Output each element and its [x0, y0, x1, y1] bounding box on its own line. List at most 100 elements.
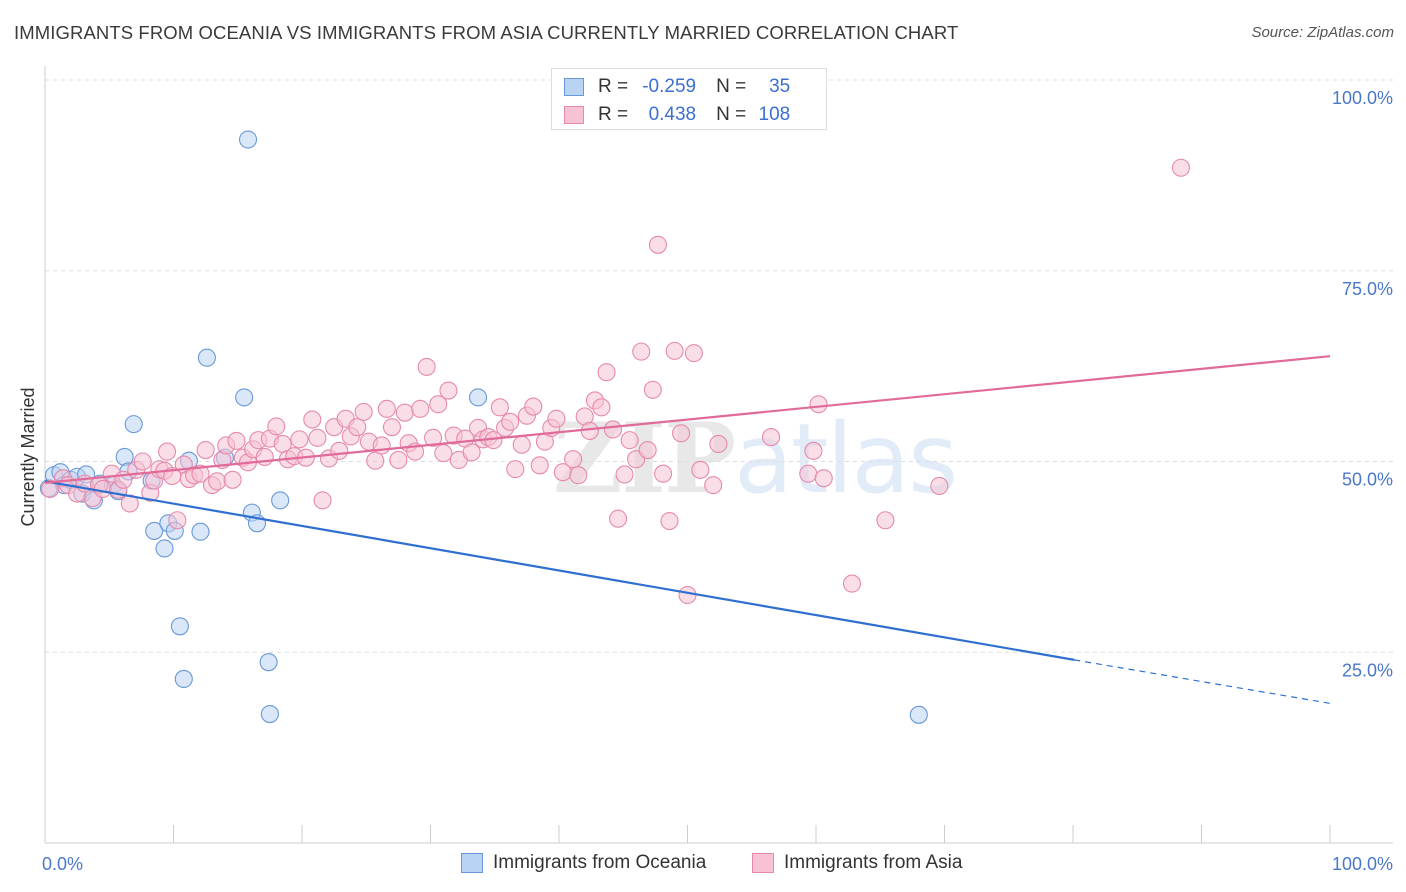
- oceania-r-value: -0.259: [642, 76, 697, 97]
- grid-lines: [45, 79, 1393, 653]
- asia-point: [580, 421, 599, 441]
- asia-point: [615, 465, 634, 484]
- asia-point: [603, 420, 623, 439]
- asia-point: [609, 509, 628, 528]
- axes: [44, 66, 1393, 844]
- asia-point: [41, 479, 60, 499]
- y-tick-label: 25.0%: [1342, 660, 1393, 680]
- asia-point: [814, 469, 833, 488]
- asia-point: [389, 450, 408, 470]
- r-label: R =: [598, 104, 629, 125]
- series-legend: Immigrants from Oceania Immigrants from …: [0, 852, 1406, 878]
- asia-point: [439, 381, 458, 400]
- oceania-point: [468, 388, 488, 407]
- watermark-atlas: atlas: [734, 403, 958, 515]
- oceania-point: [145, 521, 164, 540]
- oceania-point: [170, 617, 189, 636]
- asia-point: [704, 476, 723, 495]
- asia-point: [799, 464, 818, 483]
- asia-point: [530, 456, 549, 475]
- asia-point: [429, 395, 448, 414]
- asia-point: [648, 235, 667, 254]
- asia-point: [930, 476, 949, 495]
- trend-lines: [44, 355, 1331, 704]
- oceania-point: [271, 491, 290, 510]
- asia-point: [592, 398, 611, 417]
- asia-point: [691, 460, 710, 479]
- asia-point: [434, 444, 453, 463]
- asia-points: [41, 158, 1190, 605]
- x-tick-labels: 0.0% 100.0%: [42, 854, 1393, 874]
- asia-point: [761, 428, 781, 447]
- legend-row-oceania: R = -0.259 N = 35: [564, 74, 790, 100]
- asia-point: [191, 464, 210, 483]
- correlation-legend: R = -0.259 N = 35 R = 0.438 N = 108: [551, 68, 827, 130]
- oceania-trend-line: [44, 480, 1075, 661]
- oceania-point: [238, 130, 258, 149]
- asia-point: [564, 450, 583, 469]
- asia-point: [424, 428, 443, 447]
- oceania-point: [909, 705, 928, 724]
- asia-legend-label: Immigrants from Asia: [784, 852, 963, 873]
- r-label: R =: [598, 76, 629, 97]
- y-tick-label: 100.0%: [1332, 88, 1393, 108]
- n-label: N =: [716, 76, 747, 97]
- asia-point: [223, 470, 242, 489]
- asia-point: [620, 431, 639, 450]
- oceania-point: [235, 388, 254, 407]
- asia-point: [654, 464, 673, 483]
- oceania-trend-extension: [1074, 659, 1331, 704]
- asia-point: [462, 443, 481, 462]
- y-tick-label: 50.0%: [1342, 470, 1393, 490]
- asia-point: [672, 424, 691, 443]
- asia-point: [313, 491, 332, 510]
- legend-item-oceania[interactable]: Immigrants from Oceania: [461, 852, 706, 874]
- oceania-legend-label: Immigrants from Oceania: [493, 852, 707, 873]
- asia-point: [665, 341, 684, 360]
- oceania-point: [259, 653, 278, 672]
- asia-point: [382, 418, 402, 437]
- asia-point: [678, 585, 697, 605]
- asia-r-value: 0.438: [648, 104, 697, 125]
- asia-point: [842, 574, 862, 593]
- asia-point: [330, 441, 349, 460]
- x-tick-label: 0.0%: [42, 854, 83, 874]
- asia-point: [660, 511, 679, 531]
- asia-point: [196, 441, 215, 460]
- asia-trend-line: [44, 355, 1331, 484]
- asia-point: [267, 417, 286, 436]
- asia-point: [93, 479, 112, 499]
- asia-point: [569, 466, 588, 485]
- legend-item-asia[interactable]: Immigrants from Asia: [752, 852, 962, 874]
- asia-point: [547, 409, 566, 428]
- asia-point: [1171, 158, 1190, 177]
- asia-point: [638, 441, 657, 460]
- asia-point: [709, 434, 728, 454]
- asia-point: [208, 472, 227, 491]
- chart-title: IMMIGRANTS FROM OCEANIA VS IMMIGRANTS FR…: [14, 22, 959, 43]
- asia-point: [632, 342, 651, 361]
- y-tick-labels: 100.0% 75.0% 50.0% 25.0%: [1332, 88, 1393, 680]
- asia-point: [308, 428, 327, 447]
- asia-point: [809, 395, 828, 414]
- legend-row-asia: R = 0.438 N = 108: [564, 102, 790, 128]
- asia-point: [876, 511, 895, 530]
- asia-point: [303, 410, 322, 429]
- asia-point: [377, 399, 396, 418]
- asia-point: [804, 441, 823, 460]
- oceania-point: [155, 539, 174, 558]
- asia-point: [168, 511, 187, 530]
- oceania-n-value: 35: [769, 76, 791, 97]
- asia-point: [158, 442, 177, 461]
- asia-point: [290, 430, 309, 449]
- asia-point: [501, 412, 520, 431]
- asia-point: [366, 451, 385, 470]
- n-label: N =: [716, 104, 747, 125]
- oceania-point: [260, 705, 279, 724]
- asia-point: [512, 435, 531, 454]
- asia-point: [506, 460, 525, 479]
- asia-point: [684, 344, 703, 363]
- asia-swatch: [564, 106, 584, 124]
- oceania-point: [197, 348, 216, 367]
